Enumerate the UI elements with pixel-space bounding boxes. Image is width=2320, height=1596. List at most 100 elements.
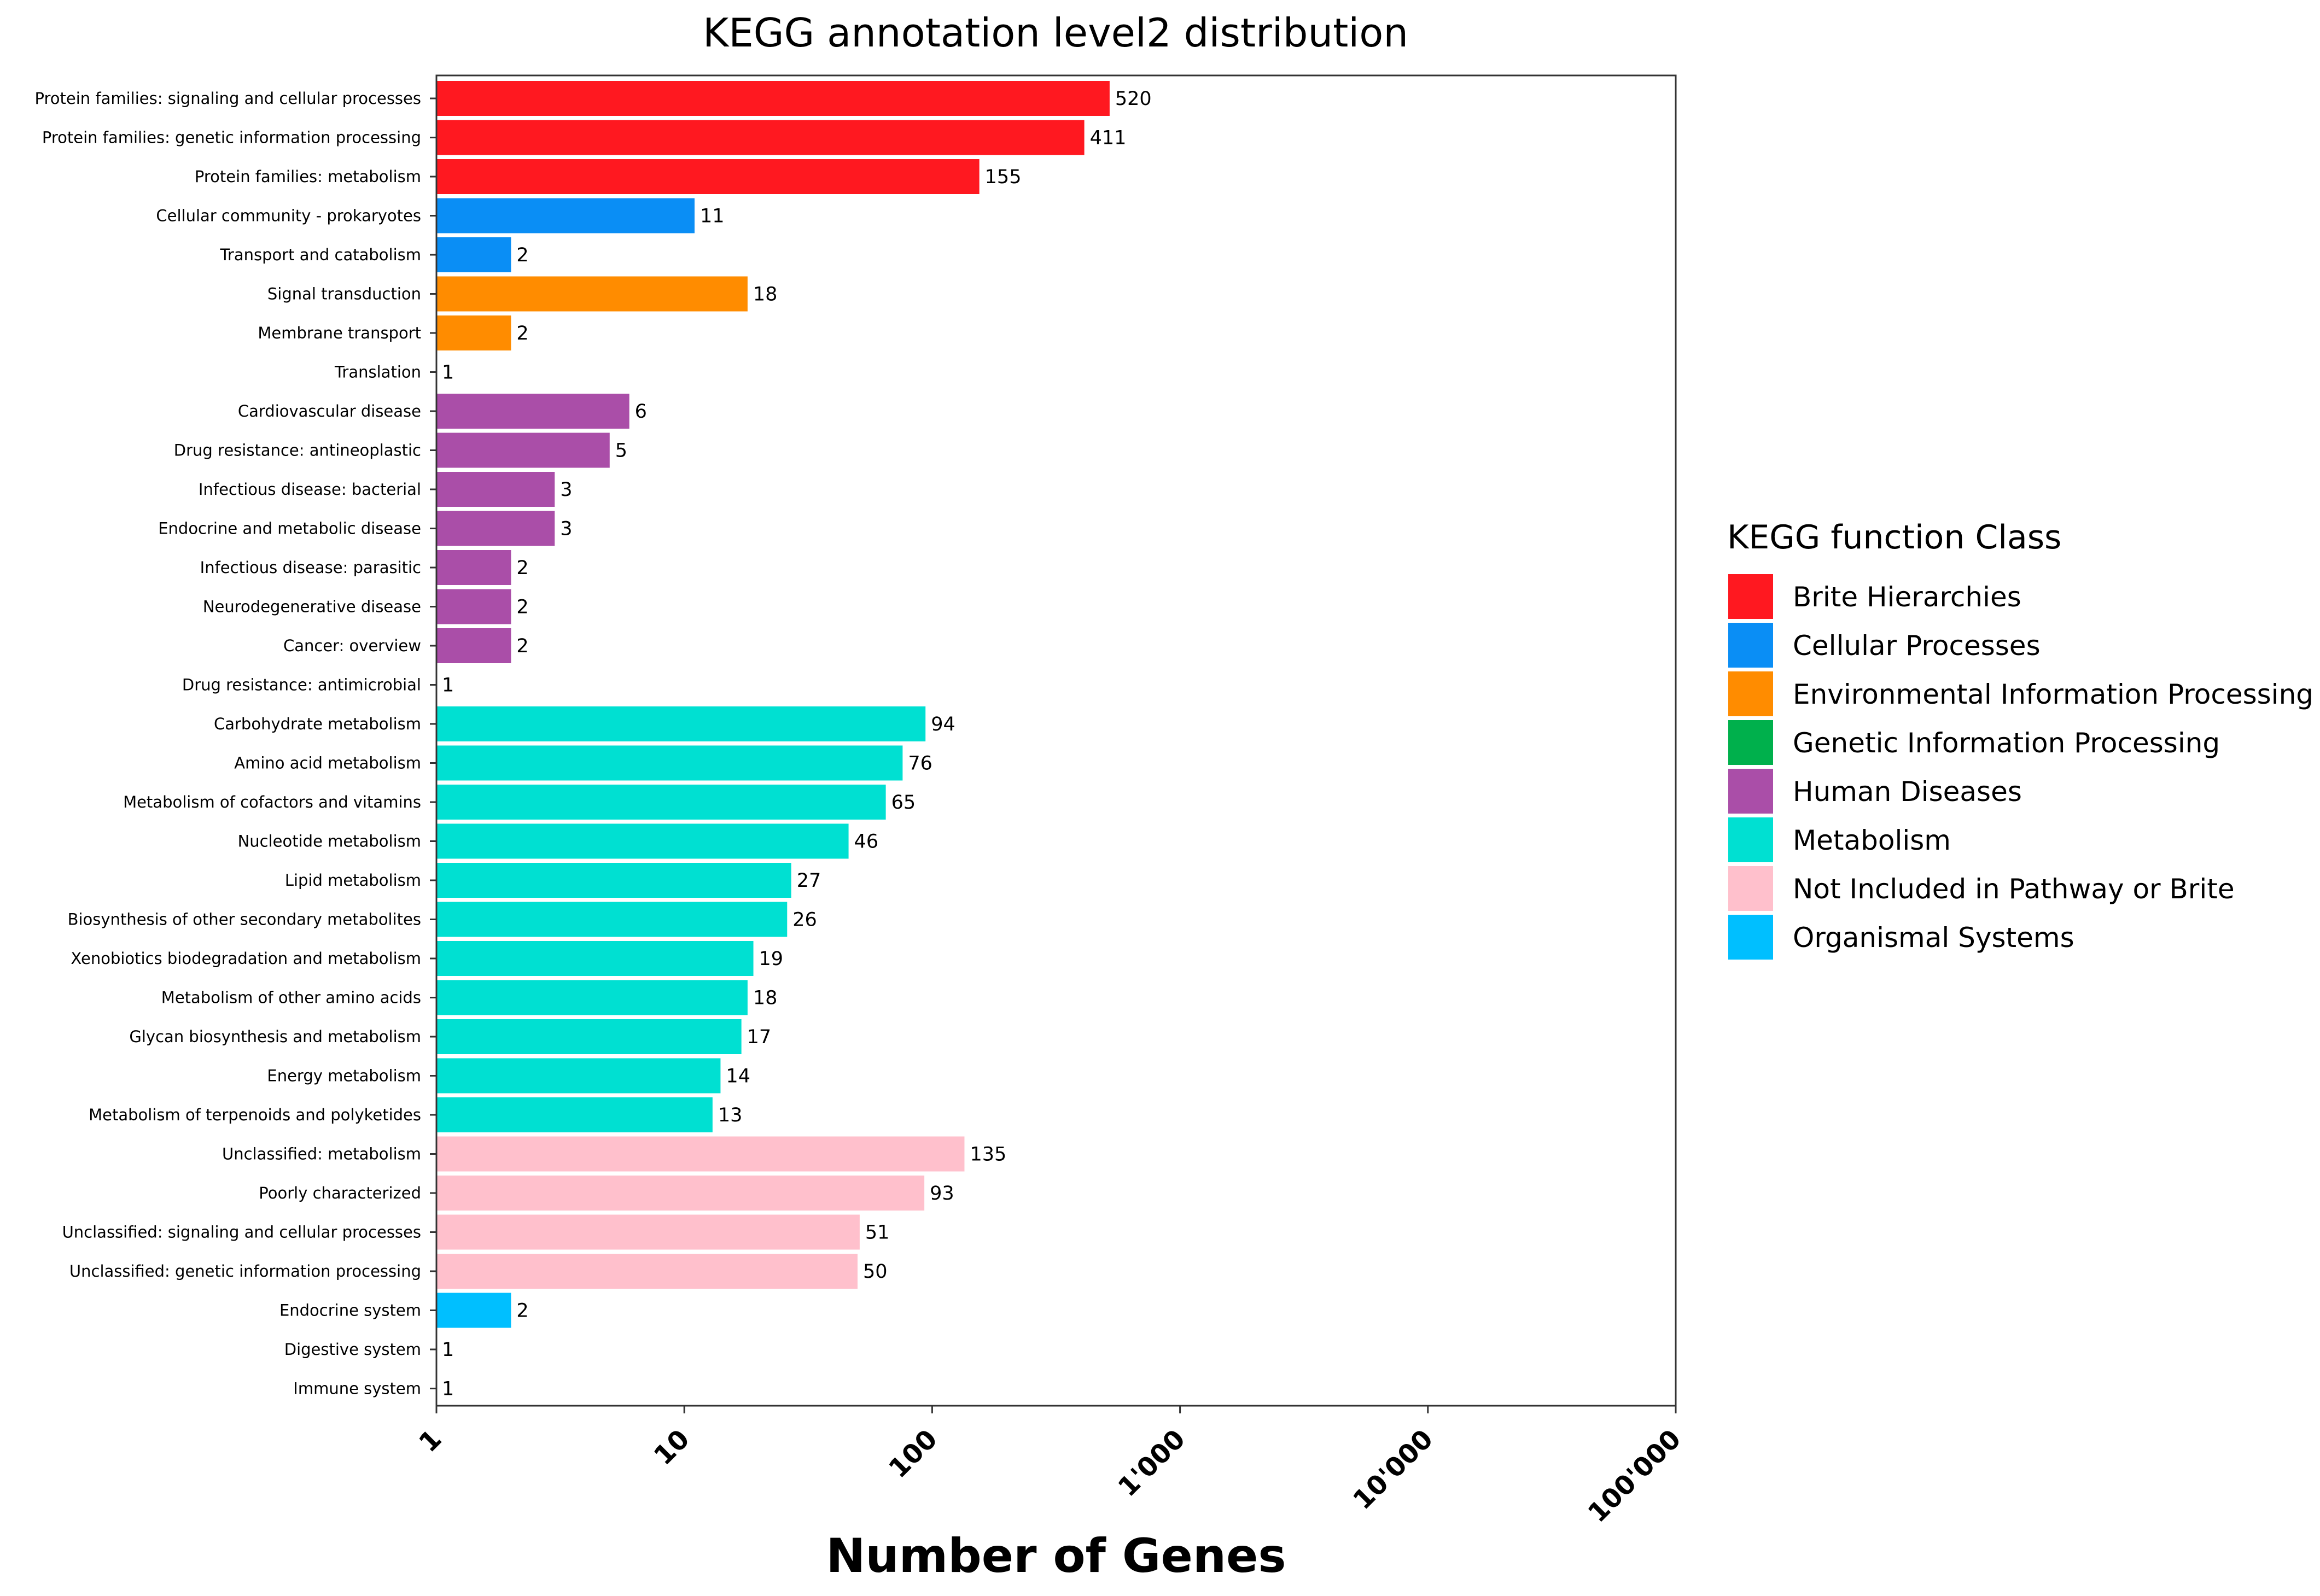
- x-tick-label: 100: [883, 1424, 943, 1484]
- bar: [436, 1214, 860, 1250]
- bar: [436, 550, 511, 585]
- value-label: 155: [985, 166, 1022, 188]
- bar: [436, 1254, 858, 1289]
- category-label: Cancer: overview: [283, 636, 421, 655]
- legend-label: Environmental Information Processing: [1793, 679, 2313, 710]
- category-label: Lipid metabolism: [285, 871, 421, 890]
- category-label: Membrane transport: [258, 324, 421, 342]
- legend-swatch: [1728, 915, 1773, 960]
- bar: [436, 589, 511, 624]
- bar: [436, 1058, 721, 1094]
- x-tick-label: 10: [648, 1424, 696, 1471]
- bar: [436, 628, 511, 663]
- legend-swatch: [1728, 720, 1773, 765]
- value-label: 411: [1090, 127, 1127, 149]
- legend-label: Metabolism: [1793, 825, 1951, 856]
- category-label: Cellular community - prokaryotes: [156, 207, 421, 225]
- legend-label: Brite Hierarchies: [1793, 581, 2021, 613]
- value-label: 93: [930, 1183, 954, 1205]
- bar: [436, 863, 791, 898]
- value-label: 11: [700, 206, 725, 227]
- value-label: 2: [516, 597, 528, 618]
- value-label: 14: [726, 1066, 750, 1088]
- category-label: Xenobiotics biodegradation and metabolis…: [71, 949, 421, 968]
- legend-swatch: [1728, 817, 1773, 862]
- value-label: 2: [516, 635, 528, 657]
- bar: [436, 1136, 965, 1172]
- legend-items: Brite Hierarchies Cellular Processes Envir…: [1728, 574, 2313, 960]
- category-label: Metabolism of terpenoids and polyketides: [89, 1106, 421, 1124]
- x-tick-label: 10'000: [1347, 1424, 1439, 1516]
- category-label: Endocrine and metabolic disease: [158, 519, 421, 538]
- value-label: 94: [931, 714, 955, 735]
- bar: [436, 706, 926, 741]
- x-axis-label: Number of Genes: [826, 1529, 1286, 1583]
- legend-title: KEGG function Class: [1727, 518, 2061, 557]
- x-axis-ticks: 1 10 100 1'000 10'000 100'000: [413, 1406, 1687, 1529]
- category-label: Endocrine system: [279, 1301, 421, 1320]
- bar: [436, 1176, 925, 1211]
- category-label: Metabolism of cofactors and vitamins: [123, 793, 421, 811]
- value-label: 2: [516, 557, 528, 579]
- value-labels: 5204111551121821653322219476654627261918…: [442, 88, 1152, 1400]
- category-label: Infectious disease: parasitic: [200, 558, 421, 577]
- bar: [436, 745, 903, 781]
- bar: [436, 1019, 742, 1054]
- bar: [436, 823, 849, 859]
- value-label: 65: [891, 792, 916, 814]
- category-label: Neurodegenerative disease: [203, 598, 421, 616]
- bars-layer: [436, 81, 1110, 1328]
- value-label: 3: [560, 479, 572, 501]
- bar: [436, 980, 748, 1015]
- value-label: 1: [442, 362, 454, 384]
- value-label: 26: [792, 909, 817, 931]
- bar: [436, 120, 1085, 155]
- value-label: 135: [970, 1144, 1006, 1166]
- value-label: 5: [615, 440, 627, 462]
- value-label: 6: [635, 401, 647, 423]
- category-label: Protein families: signaling and cellular…: [35, 89, 421, 108]
- category-label: Cardiovascular disease: [238, 402, 421, 420]
- legend-label: Cellular Processes: [1793, 630, 2041, 662]
- bar: [436, 237, 511, 272]
- category-label: Amino acid metabolism: [234, 754, 421, 773]
- value-label: 17: [747, 1026, 772, 1048]
- value-label: 51: [865, 1222, 890, 1244]
- legend-swatch: [1728, 769, 1773, 814]
- bar: [436, 902, 788, 937]
- x-tick-label: 1: [413, 1424, 447, 1458]
- value-label: 2: [516, 323, 528, 344]
- value-label: 3: [560, 518, 572, 540]
- value-label: 2: [516, 1300, 528, 1322]
- value-label: 13: [718, 1104, 743, 1126]
- category-label: Digestive system: [284, 1340, 421, 1359]
- legend-label: Not Included in Pathway or Brite: [1793, 873, 2235, 905]
- category-label: Drug resistance: antimicrobial: [182, 676, 421, 694]
- value-label: 1: [442, 1378, 454, 1400]
- category-label: Poorly characterized: [259, 1184, 421, 1202]
- plot-frame: [435, 74, 1677, 1407]
- category-label: Metabolism of other amino acids: [161, 989, 421, 1007]
- category-label: Translation: [334, 363, 421, 382]
- bar: [436, 941, 754, 976]
- legend-swatch: [1728, 866, 1773, 911]
- category-label: Drug resistance: antineoplastic: [174, 441, 421, 460]
- legend-swatch: [1728, 623, 1773, 668]
- category-label: Unclassified: metabolism: [222, 1145, 421, 1164]
- category-label: Protein families: genetic information pr…: [42, 128, 421, 147]
- value-label: 520: [1115, 88, 1152, 110]
- bar: [436, 1293, 511, 1328]
- category-label: Unclassified: signaling and cellular pro…: [62, 1223, 421, 1242]
- category-label: Infectious disease: bacterial: [199, 480, 421, 499]
- category-label: Nucleotide metabolism: [238, 832, 421, 851]
- bar: [436, 1097, 713, 1132]
- legend: KEGG function Class Brite Hierarchies Cel…: [1727, 518, 2313, 960]
- legend-swatch: [1728, 671, 1773, 716]
- bar: [436, 276, 748, 312]
- x-tick-label: 100'000: [1582, 1424, 1687, 1529]
- bar: [436, 472, 555, 507]
- category-label: Carbohydrate metabolism: [214, 715, 421, 733]
- value-label: 1: [442, 675, 454, 697]
